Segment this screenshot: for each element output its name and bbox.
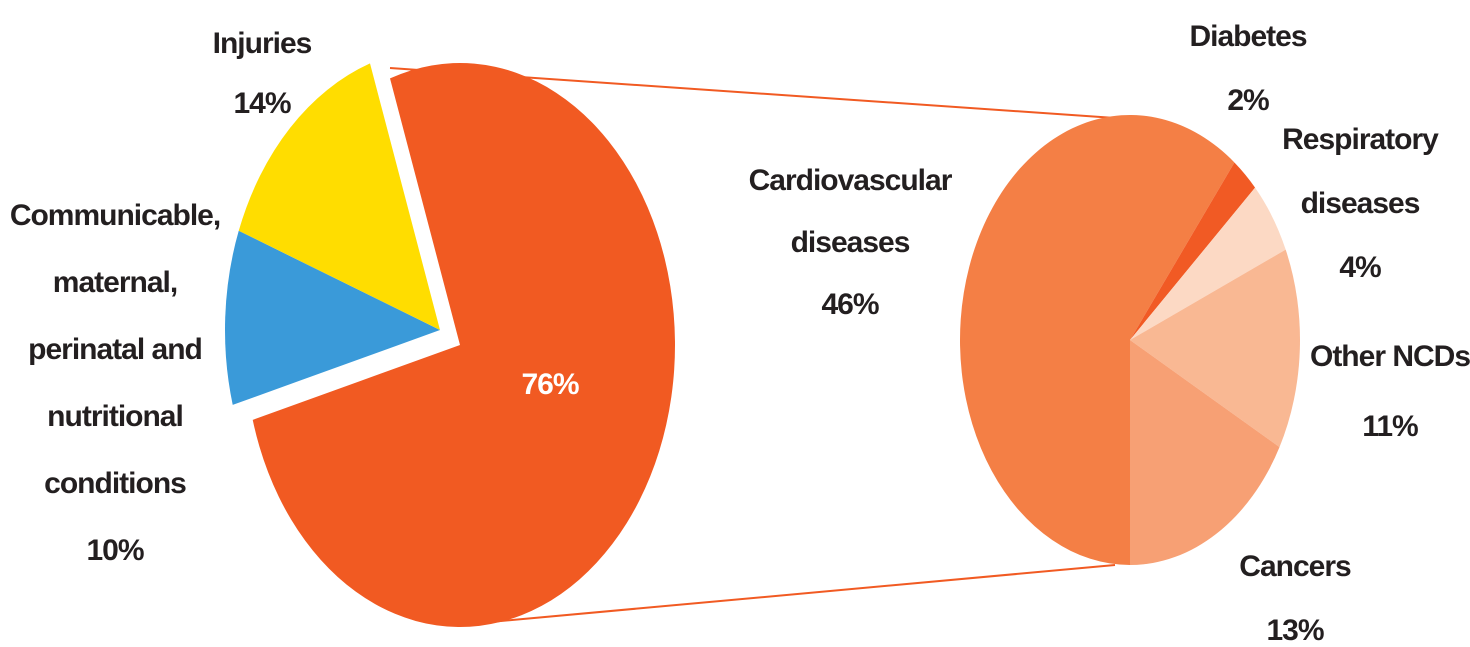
category-label: Cancers <box>1239 550 1351 583</box>
value-label: 11% <box>1362 410 1418 443</box>
value-label: 10% <box>86 534 144 567</box>
pie-slice <box>224 230 440 405</box>
value-label: 14% <box>233 87 291 120</box>
pie-slice <box>1130 187 1286 340</box>
category-label: Diabetes <box>1189 20 1307 53</box>
category-label: Injuries <box>212 27 313 60</box>
value-label: 2% <box>1227 84 1269 117</box>
value-label: 4% <box>1339 251 1381 284</box>
category-label: Cardiovascular diseases <box>748 164 953 259</box>
value-label: 46% <box>821 288 879 321</box>
category-label: Other NCDs <box>1309 340 1470 373</box>
pie-slice <box>1130 249 1300 448</box>
connector-line <box>489 564 1116 623</box>
pie-slice <box>238 63 440 330</box>
category-label: Respiratory diseases <box>1282 123 1439 220</box>
slice-label: Other NCDs 11% <box>1275 322 1470 462</box>
pie-slice <box>252 62 675 627</box>
category-label: Communicable, maternal, perinatal and nu… <box>9 199 221 500</box>
value-label: 13% <box>1266 614 1324 647</box>
slice-label: Respiratory diseases 4% <box>1275 108 1445 300</box>
pie-slice <box>1130 162 1256 340</box>
slice-label: Communicable, maternal, perinatal and nu… <box>0 182 235 584</box>
pie-slice <box>960 115 1235 566</box>
slice-label: Injuries 14% <box>162 14 362 134</box>
slice-label: Diabetes 2% <box>1148 5 1348 133</box>
slice-label: Cancers 13% <box>1195 535 1395 647</box>
slice-label: Cardiovascular diseases 46% <box>730 150 970 336</box>
slice-label: 76% <box>490 355 610 415</box>
pie-slice <box>1130 340 1280 565</box>
value-label: 76% <box>521 368 579 401</box>
